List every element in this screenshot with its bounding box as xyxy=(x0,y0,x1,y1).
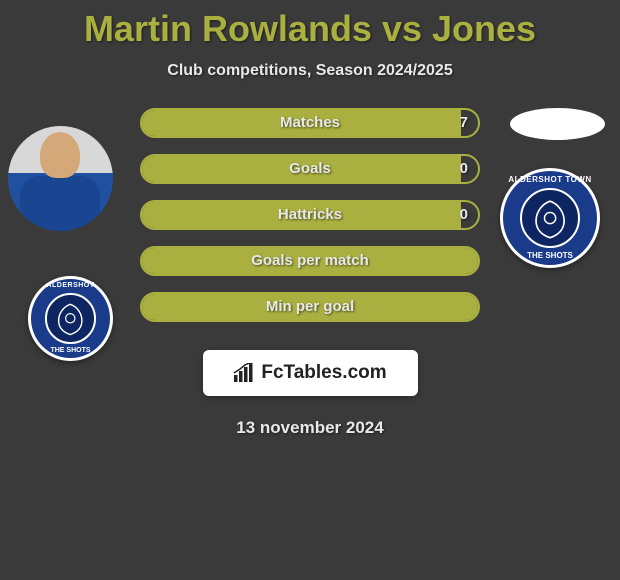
team-badge-right: ALDERSHOT TOWN THE SHOTS xyxy=(500,168,600,268)
comparison-content: ALDERSHOT THE SHOTS ALDERSHOT TOWN THE S… xyxy=(0,108,620,438)
stat-row-matches: Matches 7 xyxy=(140,108,480,138)
stat-label: Min per goal xyxy=(142,294,478,320)
badge-text: ALDERSHOT xyxy=(31,282,110,289)
stats-bars: Matches 7 Goals 0 Hattricks 0 Goals per … xyxy=(140,108,480,322)
player-right-photo-placeholder xyxy=(510,108,605,140)
date-text: 13 november 2024 xyxy=(0,418,620,438)
stat-row-goals-per-match: Goals per match xyxy=(140,246,480,276)
stat-label: Hattricks xyxy=(142,202,478,228)
team-badge-left: ALDERSHOT THE SHOTS xyxy=(28,276,113,361)
chart-icon xyxy=(233,363,255,383)
badge-text: THE SHOTS xyxy=(503,251,597,260)
player-left-photo xyxy=(8,126,113,231)
stat-row-hattricks: Hattricks 0 xyxy=(140,200,480,230)
stat-value: 0 xyxy=(460,202,468,228)
badge-text: ALDERSHOT TOWN xyxy=(503,175,597,184)
stat-value: 0 xyxy=(460,156,468,182)
watermark-badge: FcTables.com xyxy=(203,350,418,396)
stat-row-goals: Goals 0 xyxy=(140,154,480,184)
stat-row-min-per-goal: Min per goal xyxy=(140,292,480,322)
stat-label: Goals per match xyxy=(142,248,478,274)
badge-text: THE SHOTS xyxy=(31,347,110,354)
stat-label: Matches xyxy=(142,110,478,136)
stat-value: 7 xyxy=(460,110,468,136)
subtitle: Club competitions, Season 2024/2025 xyxy=(0,62,620,80)
stat-label: Goals xyxy=(142,156,478,182)
page-title: Martin Rowlands vs Jones xyxy=(0,0,620,50)
watermark-text: FcTables.com xyxy=(261,362,386,384)
